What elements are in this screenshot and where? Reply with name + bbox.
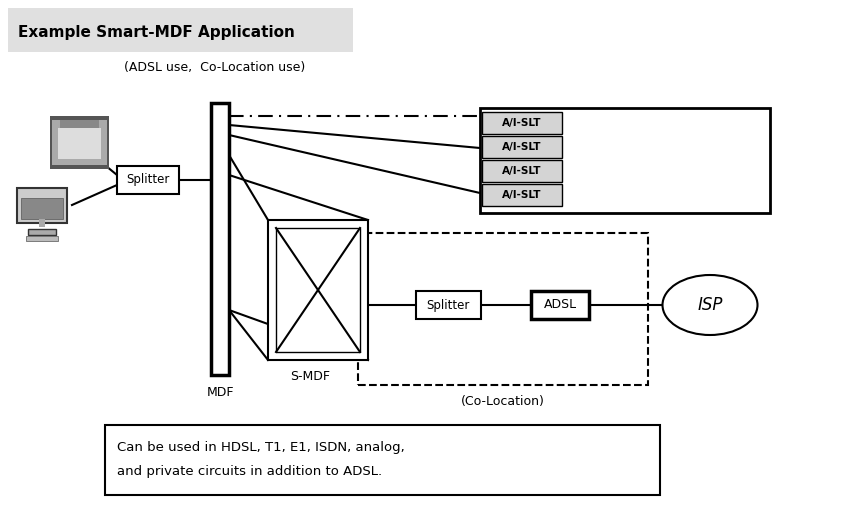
Bar <box>276 228 360 352</box>
Bar <box>482 160 562 182</box>
Text: (Co-Location): (Co-Location) <box>461 394 545 407</box>
Text: ISP: ISP <box>697 296 722 314</box>
Bar <box>482 112 562 134</box>
Bar <box>211 103 229 375</box>
Bar <box>21 198 63 218</box>
Bar <box>117 166 179 194</box>
Bar <box>105 425 660 495</box>
Ellipse shape <box>663 275 758 335</box>
Text: Splitter: Splitter <box>426 298 470 311</box>
Bar <box>482 184 562 206</box>
Bar <box>358 233 648 385</box>
Text: and private circuits in addition to ADSL.: and private circuits in addition to ADSL… <box>117 465 382 477</box>
Bar <box>8 8 353 52</box>
Bar <box>50 116 109 169</box>
Text: Can be used in HDSL, T1, E1, ISDN, analog,: Can be used in HDSL, T1, E1, ISDN, analo… <box>117 441 404 454</box>
Bar <box>416 291 480 319</box>
Bar <box>482 136 562 158</box>
Bar <box>17 187 67 223</box>
Text: Splitter: Splitter <box>126 173 169 186</box>
Text: S-MDF: S-MDF <box>290 370 330 383</box>
Bar <box>26 236 58 240</box>
Bar <box>60 120 99 128</box>
Bar <box>268 220 368 360</box>
Bar <box>480 108 770 213</box>
Text: A/I-SLT: A/I-SLT <box>502 118 542 128</box>
Bar <box>531 291 589 319</box>
Bar <box>52 120 107 165</box>
Bar <box>28 228 56 235</box>
Text: A/I-SLT: A/I-SLT <box>502 190 542 200</box>
Bar <box>58 128 101 159</box>
Text: (ADSL use,  Co-Location use): (ADSL use, Co-Location use) <box>124 61 306 75</box>
Bar <box>39 218 45 226</box>
Text: ADSL: ADSL <box>543 298 576 311</box>
Text: Example Smart-MDF Application: Example Smart-MDF Application <box>18 24 295 39</box>
Text: MDF: MDF <box>206 387 234 400</box>
Text: A/I-SLT: A/I-SLT <box>502 166 542 176</box>
Text: A/I-SLT: A/I-SLT <box>502 142 542 152</box>
